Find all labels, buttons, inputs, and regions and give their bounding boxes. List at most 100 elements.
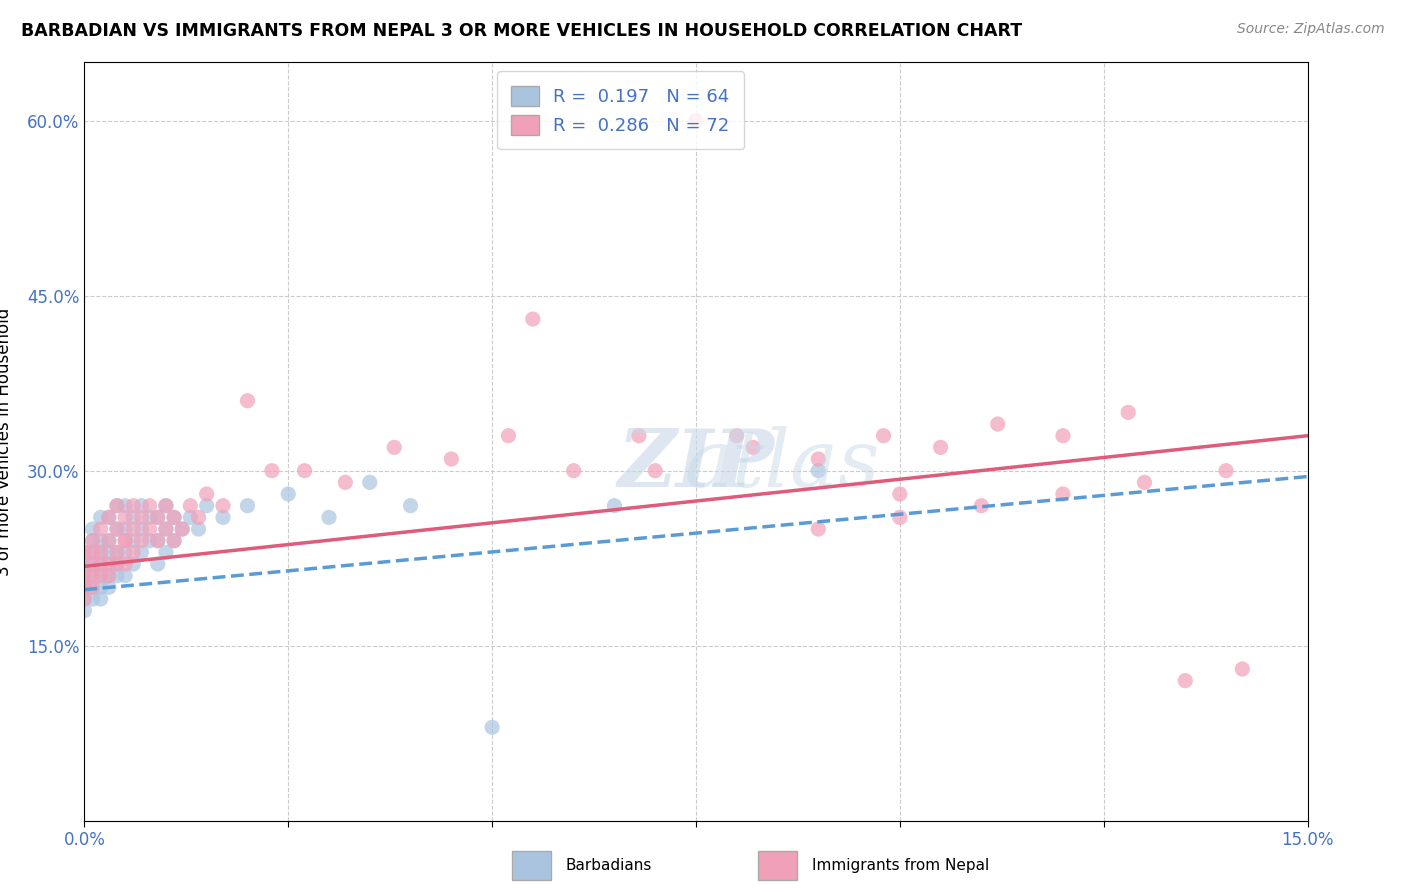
Point xyxy=(685,113,707,128)
Point xyxy=(82,545,104,559)
Point xyxy=(522,312,544,326)
Point xyxy=(73,545,96,559)
Point xyxy=(73,568,96,582)
Point xyxy=(155,499,177,513)
Point xyxy=(122,533,145,548)
Point xyxy=(97,568,120,582)
Point xyxy=(97,533,120,548)
Point xyxy=(131,499,153,513)
Point xyxy=(105,545,128,559)
Point xyxy=(212,499,235,513)
Point xyxy=(163,510,186,524)
Point xyxy=(73,545,96,559)
Point xyxy=(114,499,136,513)
Point xyxy=(172,522,194,536)
Point xyxy=(807,522,830,536)
Point xyxy=(114,533,136,548)
Point xyxy=(603,499,626,513)
Point xyxy=(155,522,177,536)
Point xyxy=(138,522,160,536)
Point xyxy=(82,533,104,548)
Point xyxy=(987,417,1010,431)
Point xyxy=(187,522,209,536)
Point xyxy=(399,499,422,513)
Point xyxy=(122,522,145,536)
Point xyxy=(1133,475,1156,490)
Point xyxy=(1052,487,1074,501)
Point xyxy=(146,533,169,548)
Point xyxy=(562,464,585,478)
Point xyxy=(872,428,894,442)
Text: Barbadians: Barbadians xyxy=(565,858,652,872)
Point xyxy=(105,522,128,536)
Point xyxy=(90,557,112,571)
Point xyxy=(1215,464,1237,478)
Point xyxy=(155,522,177,536)
Point xyxy=(122,557,145,571)
Point xyxy=(179,499,201,513)
Point xyxy=(90,533,112,548)
Point xyxy=(73,568,96,582)
Point xyxy=(742,441,765,455)
Point xyxy=(277,487,299,501)
Point xyxy=(440,452,463,467)
Point xyxy=(97,580,120,594)
Point xyxy=(627,428,650,442)
Point xyxy=(82,533,104,548)
Point xyxy=(90,510,112,524)
Point xyxy=(146,557,169,571)
Point xyxy=(73,592,96,607)
Point xyxy=(82,568,104,582)
Point xyxy=(105,545,128,559)
Point xyxy=(73,557,96,571)
Point xyxy=(187,510,209,524)
Point xyxy=(82,557,104,571)
Point xyxy=(163,533,186,548)
Point xyxy=(73,592,96,607)
Point xyxy=(97,545,120,559)
Point xyxy=(172,522,194,536)
Point xyxy=(122,545,145,559)
Point xyxy=(138,533,160,548)
Point xyxy=(105,499,128,513)
Point xyxy=(131,545,153,559)
Text: BARBADIAN VS IMMIGRANTS FROM NEPAL 3 OR MORE VEHICLES IN HOUSEHOLD CORRELATION C: BARBADIAN VS IMMIGRANTS FROM NEPAL 3 OR … xyxy=(21,22,1022,40)
Point xyxy=(90,568,112,582)
Point xyxy=(105,499,128,513)
Point xyxy=(163,510,186,524)
Point xyxy=(90,557,112,571)
Point xyxy=(82,545,104,559)
Point xyxy=(97,568,120,582)
Point xyxy=(889,487,911,501)
Point xyxy=(82,592,104,607)
Point xyxy=(807,464,830,478)
Point xyxy=(90,545,112,559)
Point xyxy=(105,568,128,582)
Point xyxy=(114,533,136,548)
Point xyxy=(1232,662,1254,676)
Point xyxy=(382,441,405,455)
Point xyxy=(73,580,96,594)
Point xyxy=(122,499,145,513)
Point xyxy=(236,393,259,408)
Point xyxy=(318,510,340,524)
Point xyxy=(90,522,112,536)
Point xyxy=(138,499,160,513)
Point xyxy=(155,545,177,559)
Point xyxy=(114,557,136,571)
Point xyxy=(163,533,186,548)
Point xyxy=(138,510,160,524)
Text: atlas: atlas xyxy=(683,425,879,503)
Point xyxy=(82,568,104,582)
Point xyxy=(105,557,128,571)
Point xyxy=(114,545,136,559)
Point xyxy=(481,720,503,734)
Point xyxy=(122,510,145,524)
Point xyxy=(90,580,112,594)
Legend: R =  0.197   N = 64, R =  0.286   N = 72: R = 0.197 N = 64, R = 0.286 N = 72 xyxy=(498,71,744,149)
Point xyxy=(970,499,993,513)
Point xyxy=(335,475,357,490)
FancyBboxPatch shape xyxy=(512,851,551,880)
Point xyxy=(82,580,104,594)
Point xyxy=(73,580,96,594)
